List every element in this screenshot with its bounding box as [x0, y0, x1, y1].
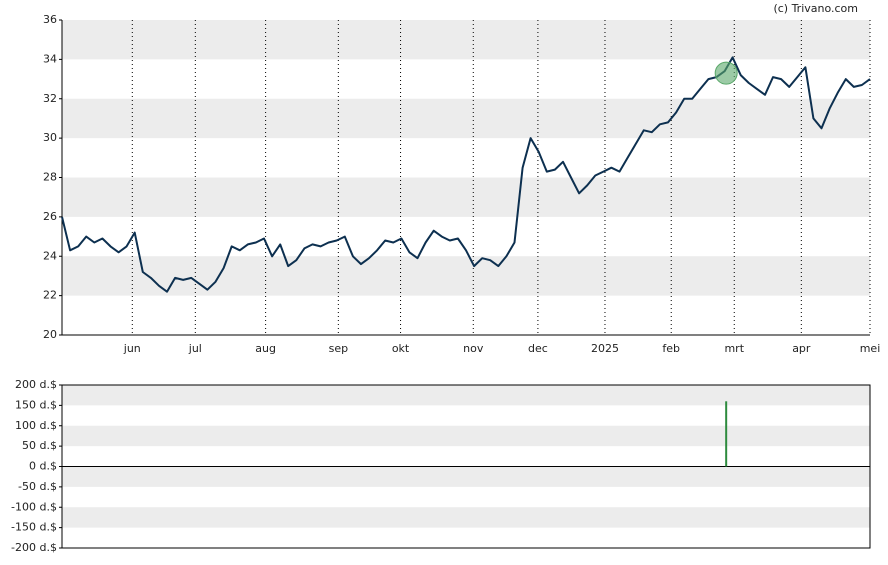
y-tick-label: 20	[43, 328, 57, 341]
grid-band	[62, 98, 870, 139]
x-tick-label: sep	[329, 342, 348, 355]
y-tick-label: 30	[43, 131, 57, 144]
grid-band	[62, 507, 870, 528]
y-tick-label: 50 d.$	[22, 439, 57, 452]
credit: (c) Trivano.com	[773, 2, 858, 15]
grid-band	[62, 425, 870, 447]
y-tick-label: 34	[43, 52, 57, 65]
y-tick-label: 32	[43, 92, 57, 105]
bar	[725, 401, 728, 467]
y-tick-label: 150 d.$	[15, 398, 57, 411]
x-tick-label: jun	[123, 342, 141, 355]
y-tick-label: -150 d.$	[11, 521, 57, 534]
x-tick-label: dec	[528, 342, 548, 355]
x-tick-label: 2025	[591, 342, 619, 355]
grid-band	[62, 466, 870, 487]
x-tick-label: mei	[860, 342, 881, 355]
y-tick-label: -100 d.$	[11, 500, 57, 513]
grid-band	[62, 20, 870, 60]
grid-band	[62, 177, 870, 217]
y-tick-label: 28	[43, 171, 57, 184]
y-tick-label: 26	[43, 210, 57, 223]
y-tick-label: 24	[43, 249, 57, 262]
y-tick-label: 36	[43, 13, 57, 26]
x-tick-label: feb	[662, 342, 680, 355]
grid-band	[62, 385, 870, 406]
x-tick-label: jul	[188, 342, 202, 355]
price-line	[61, 56, 871, 293]
y-tick-label: 200 d.$	[15, 378, 57, 391]
grid-band	[62, 256, 870, 296]
x-tick-label: nov	[463, 342, 484, 355]
y-tick-label: 100 d.$	[15, 419, 57, 432]
x-tick-label: aug	[255, 342, 276, 355]
event-marker	[714, 61, 738, 85]
y-tick-label: 22	[43, 289, 57, 302]
y-tick-label: -50 d.$	[18, 480, 57, 493]
x-tick-label: apr	[792, 342, 811, 355]
y-tick-label: -200 d.$	[11, 541, 57, 554]
x-tick-label: okt	[392, 342, 410, 355]
x-tick-label: mrt	[724, 342, 744, 355]
y-tick-label: 0 d.$	[29, 460, 57, 473]
